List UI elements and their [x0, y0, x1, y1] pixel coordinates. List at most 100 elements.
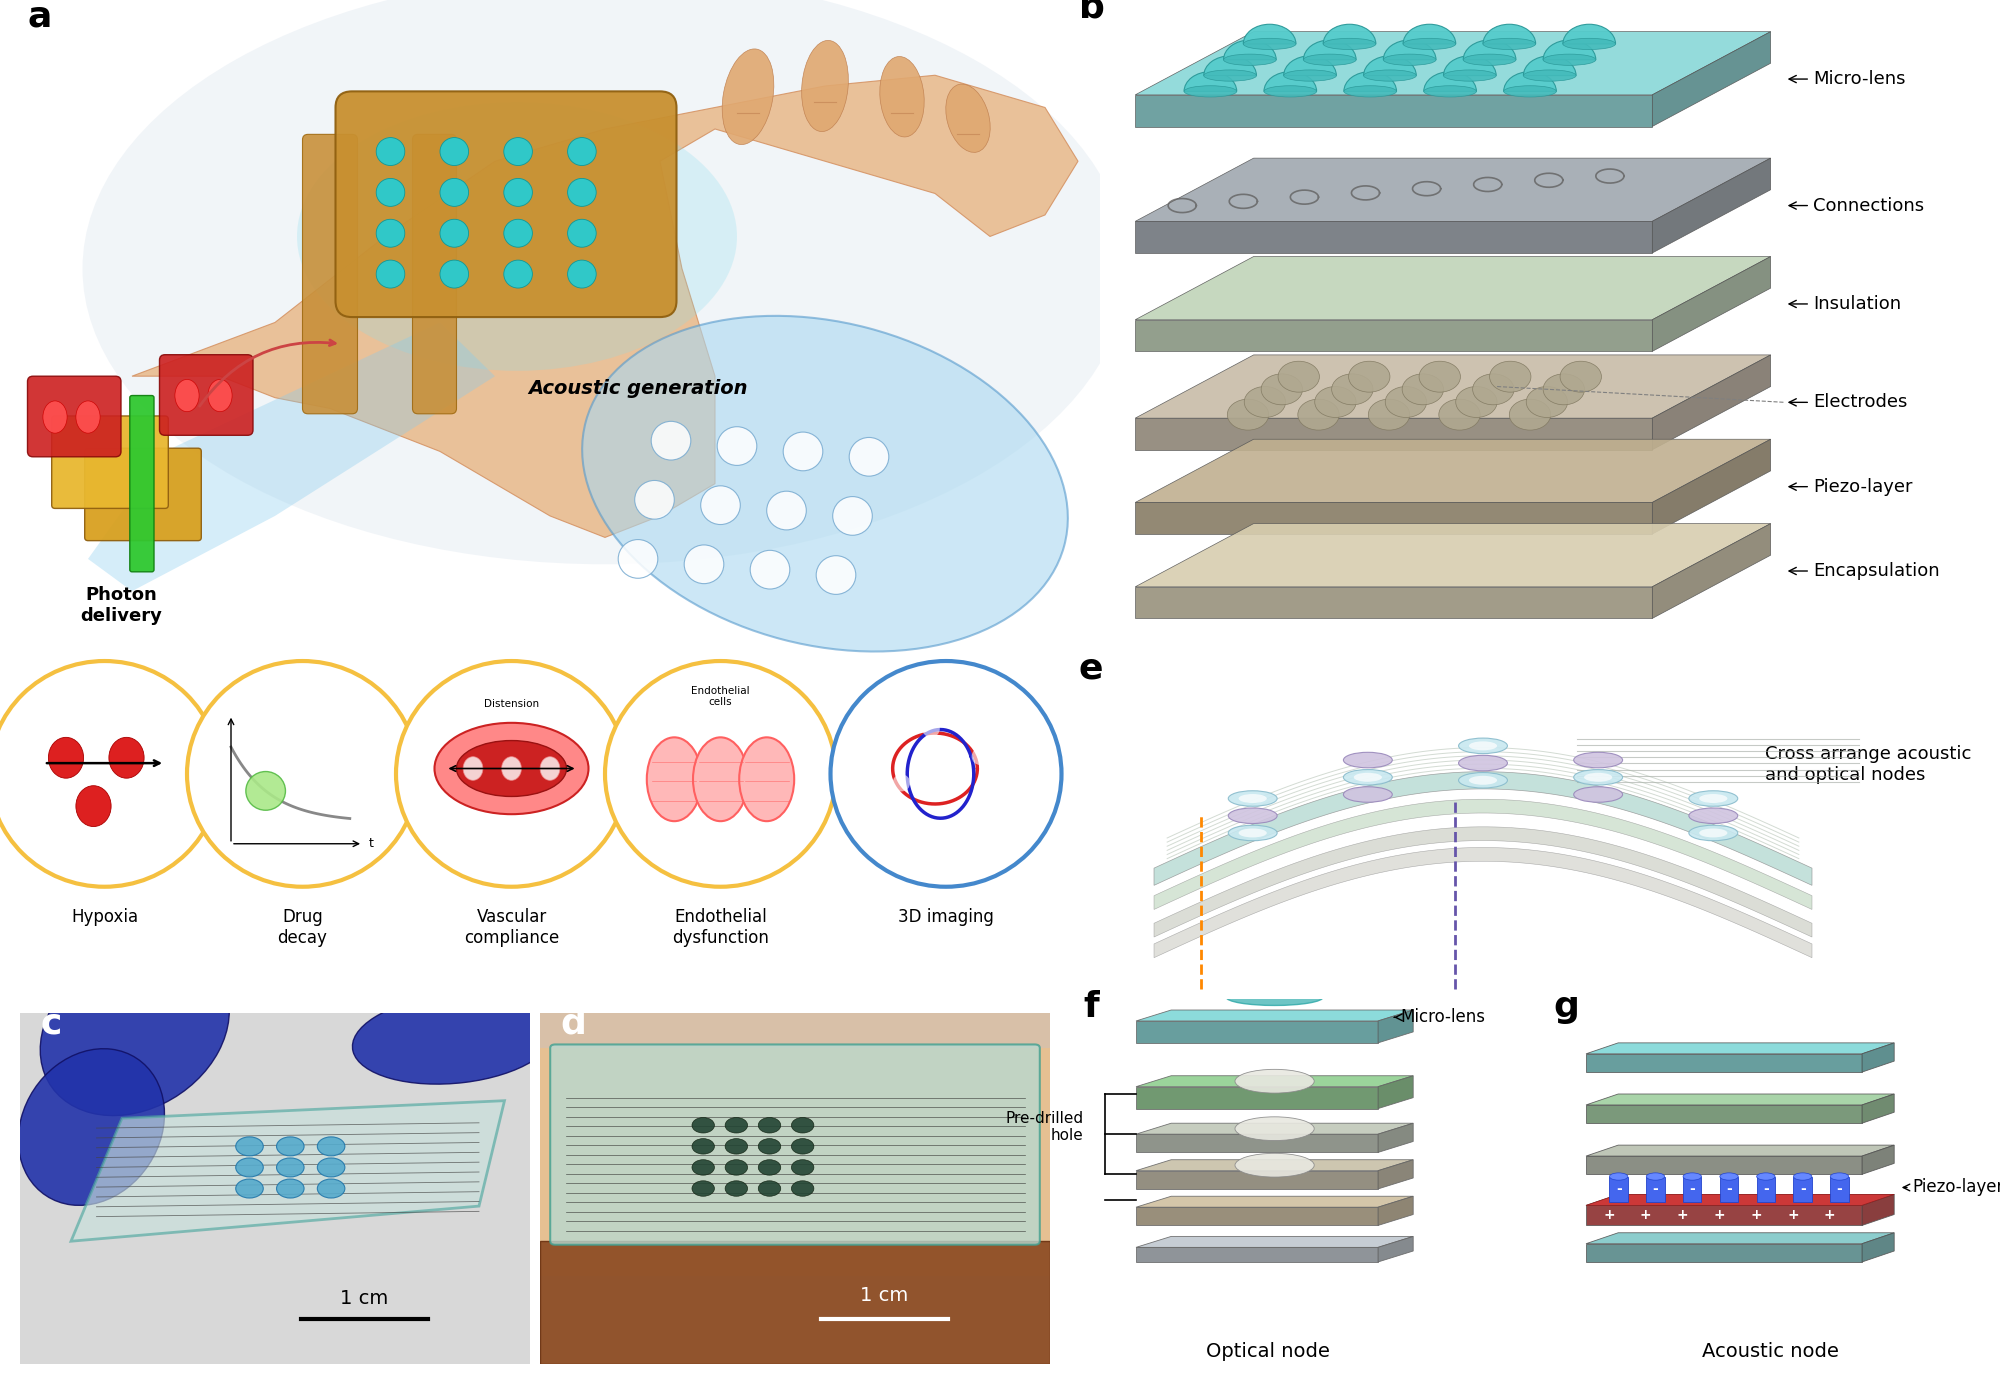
Ellipse shape: [1236, 1153, 1314, 1177]
Polygon shape: [1646, 1177, 1664, 1202]
Polygon shape: [540, 1047, 1050, 1276]
Circle shape: [972, 748, 990, 765]
Polygon shape: [1830, 1177, 1848, 1202]
Ellipse shape: [1720, 1173, 1738, 1180]
Ellipse shape: [1224, 54, 1276, 65]
Polygon shape: [1862, 1094, 1894, 1123]
Polygon shape: [1378, 1236, 1414, 1262]
Polygon shape: [1652, 440, 1770, 535]
FancyBboxPatch shape: [160, 354, 252, 435]
Circle shape: [1510, 400, 1550, 430]
Text: Cross arrange acoustic
and optical nodes: Cross arrange acoustic and optical nodes: [1766, 745, 1972, 784]
Circle shape: [568, 178, 596, 207]
Polygon shape: [1586, 1043, 1894, 1054]
Polygon shape: [72, 1101, 504, 1242]
Text: c: c: [40, 1007, 62, 1040]
Ellipse shape: [1204, 70, 1256, 81]
Text: f: f: [1084, 991, 1098, 1024]
Polygon shape: [1136, 158, 1770, 222]
FancyBboxPatch shape: [28, 376, 122, 457]
Text: Acoustic node: Acoustic node: [1702, 1342, 1838, 1361]
FancyBboxPatch shape: [130, 395, 154, 572]
Polygon shape: [1652, 256, 1770, 351]
Ellipse shape: [174, 379, 200, 412]
Circle shape: [726, 1138, 748, 1155]
Circle shape: [1228, 400, 1268, 430]
Circle shape: [634, 481, 674, 520]
Ellipse shape: [1236, 1116, 1314, 1141]
Circle shape: [792, 1181, 814, 1196]
FancyBboxPatch shape: [336, 91, 676, 317]
Ellipse shape: [1304, 54, 1356, 65]
Circle shape: [726, 1160, 748, 1175]
Polygon shape: [1610, 1177, 1628, 1202]
Circle shape: [1472, 373, 1514, 405]
Ellipse shape: [1830, 1173, 1848, 1180]
Ellipse shape: [1458, 755, 1508, 770]
Text: +: +: [1714, 1209, 1726, 1222]
Circle shape: [726, 1118, 748, 1133]
Ellipse shape: [1544, 54, 1596, 65]
Ellipse shape: [40, 945, 230, 1116]
Polygon shape: [1136, 32, 1770, 95]
Polygon shape: [1136, 1010, 1414, 1021]
Ellipse shape: [1562, 39, 1616, 50]
Wedge shape: [1224, 40, 1276, 59]
Polygon shape: [1136, 1160, 1414, 1171]
Circle shape: [376, 138, 404, 165]
Polygon shape: [1136, 1076, 1414, 1087]
Text: Endothelial
cells: Endothelial cells: [692, 686, 750, 707]
Circle shape: [1348, 361, 1390, 393]
Circle shape: [758, 1118, 780, 1133]
Circle shape: [604, 661, 836, 887]
Polygon shape: [1586, 1244, 1862, 1262]
Text: +: +: [1824, 1209, 1836, 1222]
Wedge shape: [1424, 72, 1476, 91]
Polygon shape: [1586, 1094, 1894, 1105]
Ellipse shape: [1794, 1173, 1812, 1180]
Text: Optical node: Optical node: [1206, 1342, 1330, 1361]
Text: 1 cm: 1 cm: [860, 1286, 908, 1305]
Wedge shape: [1184, 72, 1236, 91]
Circle shape: [692, 1181, 714, 1196]
Circle shape: [376, 178, 404, 207]
Polygon shape: [1136, 503, 1652, 535]
Circle shape: [1544, 373, 1584, 405]
Ellipse shape: [1228, 791, 1278, 806]
Polygon shape: [1136, 320, 1652, 351]
Ellipse shape: [1228, 825, 1278, 841]
Text: Hypoxia: Hypoxia: [70, 908, 138, 926]
Polygon shape: [1154, 799, 1812, 909]
Text: Micro-lens: Micro-lens: [1790, 70, 1906, 88]
FancyBboxPatch shape: [550, 1045, 1040, 1244]
Text: -: -: [1616, 1182, 1622, 1196]
Circle shape: [830, 661, 1062, 887]
Circle shape: [0, 661, 220, 887]
Circle shape: [246, 772, 286, 810]
Text: b: b: [1078, 0, 1104, 25]
Text: +: +: [1640, 1209, 1652, 1222]
Ellipse shape: [1688, 791, 1738, 806]
Circle shape: [318, 1137, 344, 1156]
Circle shape: [1332, 373, 1374, 405]
Circle shape: [726, 1181, 748, 1196]
Text: g: g: [1554, 991, 1580, 1024]
Text: -: -: [1762, 1182, 1768, 1196]
Text: d: d: [560, 1007, 586, 1040]
Ellipse shape: [1464, 54, 1516, 65]
Ellipse shape: [1700, 794, 1728, 803]
Text: Micro-lens: Micro-lens: [1394, 1009, 1484, 1027]
Circle shape: [784, 433, 822, 471]
Circle shape: [188, 661, 418, 887]
Ellipse shape: [1354, 773, 1382, 781]
Polygon shape: [1756, 1177, 1776, 1202]
Wedge shape: [1444, 56, 1496, 76]
Circle shape: [440, 138, 468, 165]
Ellipse shape: [1756, 1173, 1776, 1180]
Circle shape: [1278, 361, 1320, 393]
Circle shape: [1314, 387, 1356, 418]
Circle shape: [850, 437, 888, 477]
Polygon shape: [1378, 1123, 1414, 1152]
Circle shape: [816, 555, 856, 594]
Circle shape: [440, 260, 468, 288]
